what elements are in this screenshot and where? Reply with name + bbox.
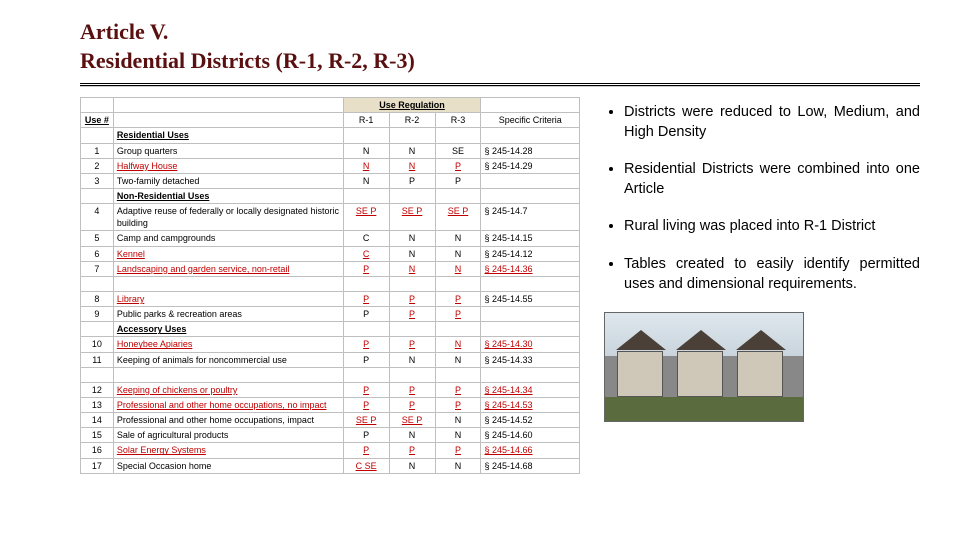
table-row: 16Solar Energy SystemsPPP§ 245-14.66 — [81, 443, 580, 458]
table-row: 12Keeping of chickens or poultryPPP§ 245… — [81, 382, 580, 397]
table-row: 15Sale of agricultural productsPNN§ 245-… — [81, 428, 580, 443]
table-row: 7Landscaping and garden service, non-ret… — [81, 261, 580, 276]
use-desc: Kennel — [113, 246, 343, 261]
col-header-r3: R-3 — [435, 113, 481, 128]
table-row: Residential Uses — [81, 128, 580, 143]
table-row: 11Keeping of animals for noncommercial u… — [81, 352, 580, 367]
table-row: 1Group quartersNNSE§ 245-14.28 — [81, 143, 580, 158]
spec-criteria: § 245-14.53 — [481, 398, 580, 413]
title-line-1: Article V. — [80, 19, 168, 44]
table-row: 5Camp and campgroundsCNN§ 245-14.15 — [81, 231, 580, 246]
spec-criteria: § 245-14.30 — [481, 337, 580, 352]
spec-criteria: § 245-14.36 — [481, 261, 580, 276]
section-label: Residential Uses — [113, 128, 343, 143]
use-desc: Two-family detached — [113, 173, 343, 188]
use-desc: Professional and other home occupations,… — [113, 398, 343, 413]
table-row: 14Professional and other home occupation… — [81, 413, 580, 428]
use-desc: Keeping of animals for noncommercial use — [113, 352, 343, 367]
title-line-2: Residential Districts (R-1, R-2, R-3) — [80, 48, 415, 73]
table-row: 2Halfway HouseNNP§ 245-14.29 — [81, 158, 580, 173]
main-layout: Use Regulation Use # R-1R-2R-3Specific Cri… — [80, 97, 920, 474]
title-divider — [80, 83, 920, 87]
use-regulation-header: Use Regulation — [343, 98, 481, 113]
col-header-spec: Specific Criteria — [481, 113, 580, 128]
right-column: Districts were reduced to Low, Medium, a… — [604, 97, 920, 474]
spec-criteria: § 245-14.60 — [481, 428, 580, 443]
spec-criteria: § 245-14.29 — [481, 158, 580, 173]
use-desc: Library — [113, 292, 343, 307]
table-row: 9Public parks & recreation areasPPP — [81, 307, 580, 322]
spec-criteria: § 245-14.55 — [481, 292, 580, 307]
table-row — [81, 367, 580, 382]
use-desc: Group quarters — [113, 143, 343, 158]
use-desc: Halfway House — [113, 158, 343, 173]
table-row: 10Honeybee ApiariesPPN§ 245-14.30 — [81, 337, 580, 352]
use-desc: Honeybee Apiaries — [113, 337, 343, 352]
list-item: Districts were reduced to Low, Medium, a… — [624, 103, 920, 142]
use-desc: Sale of agricultural products — [113, 428, 343, 443]
spec-criteria: § 245-14.34 — [481, 382, 580, 397]
table-row: 17Special Occasion homeC SENN§ 245-14.68 — [81, 458, 580, 473]
spec-criteria: § 245-14.33 — [481, 352, 580, 367]
spec-criteria: § 245-14.52 — [481, 413, 580, 428]
spec-criteria: § 245-14.28 — [481, 143, 580, 158]
use-desc: Landscaping and garden service, non-reta… — [113, 261, 343, 276]
spec-criteria — [481, 173, 580, 188]
use-desc: Public parks & recreation areas — [113, 307, 343, 322]
table-row: 13Professional and other home occupation… — [81, 398, 580, 413]
left-column: Use Regulation Use # R-1R-2R-3Specific Cri… — [80, 97, 580, 474]
spec-criteria — [481, 307, 580, 322]
list-item: Tables created to easily identify permit… — [624, 255, 920, 294]
col-header-r2: R-2 — [389, 113, 435, 128]
table-row: 6KennelCNN§ 245-14.12 — [81, 246, 580, 261]
table-row: 3Two-family detachedNPP — [81, 173, 580, 188]
use-desc: Professional and other home occupations,… — [113, 413, 343, 428]
table-row: Non-Residential Uses — [81, 189, 580, 204]
use-desc: Solar Energy Systems — [113, 443, 343, 458]
list-item: Rural living was placed into R-1 Distric… — [624, 217, 920, 237]
use-desc: Camp and campgrounds — [113, 231, 343, 246]
section-label: Accessory Uses — [113, 322, 343, 337]
spec-criteria: § 245-14.68 — [481, 458, 580, 473]
article-title: Article V. Residential Districts (R-1, R… — [80, 18, 920, 75]
table-row: 8LibraryPPP§ 245-14.55 — [81, 292, 580, 307]
use-desc: Keeping of chickens or poultry — [113, 382, 343, 397]
spec-criteria: § 245-14.66 — [481, 443, 580, 458]
table-row: Accessory Uses — [81, 322, 580, 337]
use-desc: Special Occasion home — [113, 458, 343, 473]
spec-criteria: § 245-14.7 — [481, 204, 580, 231]
houses-photo — [604, 312, 804, 422]
spec-criteria: § 245-14.12 — [481, 246, 580, 261]
list-item: Residential Districts were combined into… — [624, 160, 920, 199]
bullet-list: Districts were reduced to Low, Medium, a… — [604, 103, 920, 294]
use-regulation-table: Use Regulation Use # R-1R-2R-3Specific Cri… — [80, 97, 580, 474]
table-row: 4Adaptive reuse of federally or locally … — [81, 204, 580, 231]
use-desc: Adaptive reuse of federally or locally d… — [113, 204, 343, 231]
spec-criteria: § 245-14.15 — [481, 231, 580, 246]
table-row — [81, 276, 580, 291]
section-label: Non-Residential Uses — [113, 189, 343, 204]
col-header-use-num: Use # — [81, 113, 114, 128]
col-header-r1: R-1 — [343, 113, 389, 128]
